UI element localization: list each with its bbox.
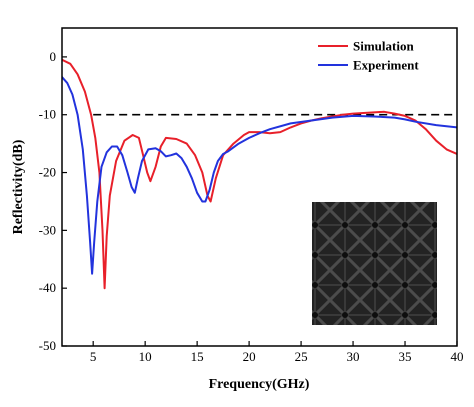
x-tick-label: 20 bbox=[243, 349, 256, 364]
y-tick-label: -30 bbox=[39, 222, 56, 237]
x-tick-label: 40 bbox=[451, 349, 464, 364]
x-tick-label: 35 bbox=[399, 349, 412, 364]
legend-label-simulation: Simulation bbox=[353, 39, 414, 54]
x-tick-label: 15 bbox=[191, 349, 204, 364]
legend-label-experiment: Experiment bbox=[353, 58, 419, 73]
x-tick-label: 30 bbox=[347, 349, 360, 364]
x-axis-title: Frequency(GHz) bbox=[209, 377, 310, 392]
sample-photo-inset bbox=[312, 202, 437, 325]
plot-frame bbox=[61, 27, 458, 347]
y-tick-label: -20 bbox=[39, 165, 56, 180]
y-tick-label: -40 bbox=[39, 280, 56, 295]
y-tick-label: -10 bbox=[39, 107, 56, 122]
series-line-simulation bbox=[62, 58, 457, 290]
y-tick-label: -50 bbox=[39, 338, 56, 353]
x-tick-label: 10 bbox=[139, 349, 152, 364]
y-tick-label: 0 bbox=[50, 49, 57, 64]
series-line-experiment bbox=[62, 76, 457, 275]
legend: Simulation Experiment bbox=[318, 39, 419, 73]
y-axis-title: Reflectivity(dB) bbox=[11, 139, 26, 234]
x-tick-label: 5 bbox=[90, 349, 97, 364]
x-tick-label: 25 bbox=[295, 349, 308, 364]
